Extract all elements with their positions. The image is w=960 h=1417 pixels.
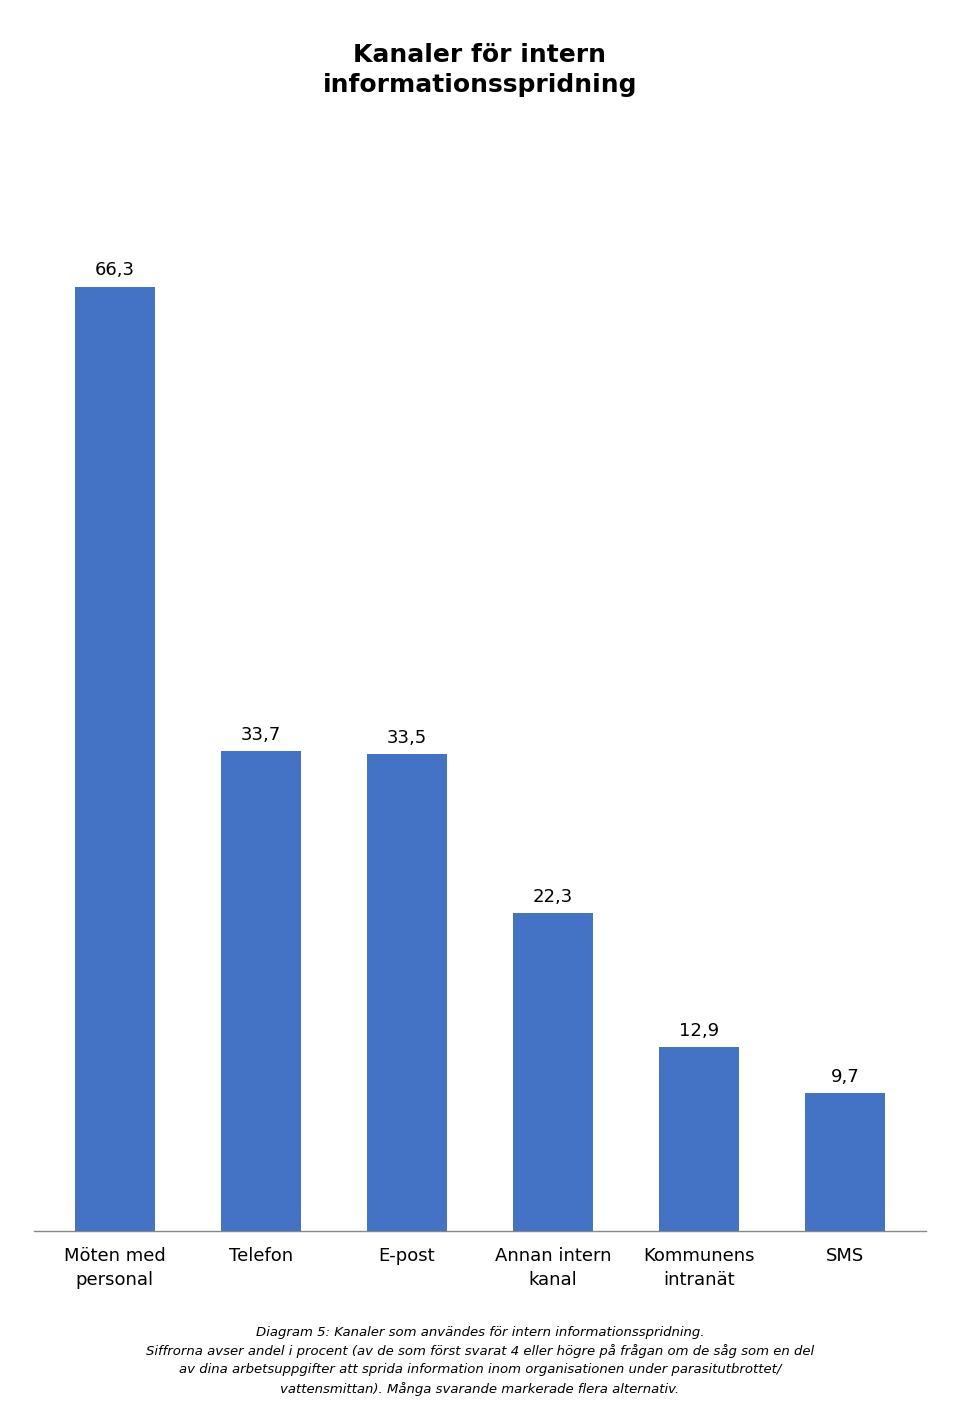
Text: 9,7: 9,7 — [830, 1068, 859, 1085]
Title: Kanaler för intern
informationsspridning: Kanaler för intern informationsspridning — [323, 44, 637, 96]
Text: Diagram 5: Kanaler som användes för intern informationsspridning.
Siffrorna avse: Diagram 5: Kanaler som användes för inte… — [146, 1326, 814, 1396]
Bar — [367, 754, 447, 1231]
Text: 12,9: 12,9 — [679, 1022, 719, 1040]
Bar — [659, 1047, 739, 1231]
Bar — [221, 751, 301, 1231]
Text: 22,3: 22,3 — [533, 888, 573, 907]
Text: 33,5: 33,5 — [387, 728, 427, 747]
Bar — [804, 1093, 885, 1231]
Bar — [75, 286, 156, 1231]
Text: 33,7: 33,7 — [241, 726, 281, 744]
Bar — [513, 914, 593, 1231]
Text: 66,3: 66,3 — [95, 261, 135, 279]
